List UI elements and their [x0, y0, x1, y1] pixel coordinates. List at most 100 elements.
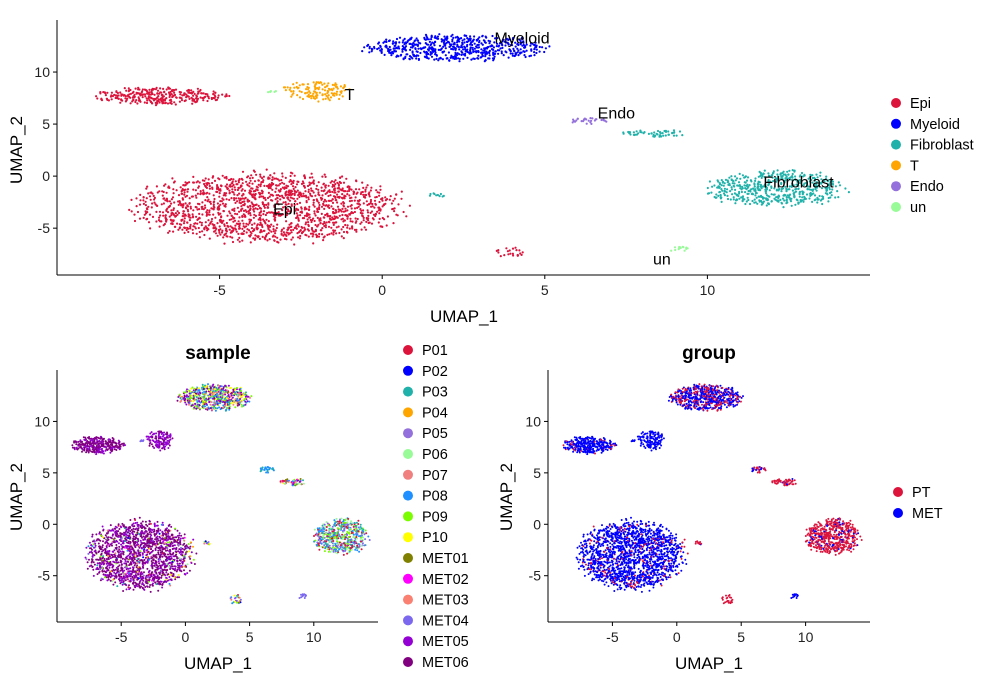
data-point — [199, 96, 202, 99]
data-point — [366, 209, 369, 212]
data-point — [332, 229, 335, 232]
data-point — [138, 217, 142, 220]
data-point — [185, 228, 188, 232]
data-point — [523, 50, 526, 53]
data-point — [321, 227, 324, 230]
data-point — [103, 558, 106, 560]
data-point — [219, 228, 222, 231]
cluster-label: Endo — [598, 106, 635, 123]
data-point — [197, 185, 200, 188]
data-point — [335, 232, 338, 235]
data-point — [330, 92, 333, 95]
data-point — [264, 198, 267, 201]
data-point — [354, 217, 357, 220]
data-point — [157, 549, 160, 552]
data-point — [146, 99, 149, 102]
data-point — [96, 564, 99, 567]
data-point — [154, 547, 157, 550]
data-point — [196, 222, 199, 225]
data-point — [250, 227, 254, 230]
data-point — [472, 38, 475, 41]
data-point — [576, 117, 579, 120]
data-point — [157, 560, 160, 563]
data-point — [308, 176, 312, 179]
data-point — [117, 535, 120, 538]
data-point — [92, 540, 94, 543]
data-point — [120, 581, 123, 584]
data-point — [137, 527, 140, 530]
data-point — [283, 86, 287, 89]
data-point — [341, 187, 344, 190]
data-point — [746, 176, 750, 179]
data-point — [256, 228, 259, 231]
data-point — [274, 208, 277, 211]
data-point — [163, 547, 166, 550]
data-point — [179, 186, 182, 189]
data-point — [292, 197, 295, 200]
data-point — [149, 191, 152, 194]
data-point — [761, 202, 765, 205]
data-point — [240, 184, 243, 187]
data-point — [344, 190, 347, 193]
data-point — [590, 122, 593, 125]
data-point — [299, 192, 302, 195]
data-point — [164, 216, 167, 219]
data-point — [484, 59, 487, 62]
data-point — [156, 96, 159, 99]
data-point — [129, 557, 132, 560]
data-point — [284, 176, 287, 179]
data-point — [713, 184, 716, 187]
data-point — [345, 214, 348, 217]
data-point — [667, 130, 670, 133]
data-point — [482, 39, 485, 42]
data-point — [155, 220, 158, 223]
data-point — [255, 173, 258, 176]
data-point — [253, 194, 256, 197]
data-point — [816, 201, 819, 204]
data-point — [509, 252, 512, 255]
data-point — [359, 192, 362, 196]
data-point — [287, 202, 290, 205]
data-point — [454, 47, 457, 50]
data-point — [303, 176, 306, 179]
data-point — [167, 579, 170, 582]
data-point — [198, 217, 201, 220]
data-point — [265, 203, 268, 206]
data-point — [173, 201, 176, 204]
data-point — [115, 534, 118, 537]
data-point — [127, 542, 130, 545]
data-point — [97, 542, 100, 545]
data-point — [142, 577, 145, 580]
data-point — [112, 568, 115, 571]
data-point — [144, 520, 147, 523]
data-point — [209, 202, 212, 205]
data-point — [342, 225, 345, 229]
data-point — [138, 544, 141, 547]
data-point — [133, 556, 136, 559]
data-point — [313, 212, 316, 215]
data-point — [176, 534, 179, 537]
data-point — [679, 246, 682, 250]
data-point — [242, 222, 245, 225]
data-point — [348, 185, 351, 188]
data-point — [344, 207, 347, 210]
data-point — [172, 230, 175, 233]
data-point — [212, 175, 215, 178]
data-point — [299, 229, 302, 232]
data-point — [326, 96, 329, 99]
data-point — [469, 37, 472, 40]
data-point — [139, 539, 142, 542]
data-point — [228, 189, 231, 192]
data-point — [793, 191, 796, 194]
data-point — [217, 211, 220, 214]
data-point — [647, 132, 651, 135]
legend-swatch — [891, 118, 901, 129]
data-point — [378, 191, 381, 194]
data-point — [141, 586, 144, 589]
data-point — [330, 88, 333, 91]
data-point — [404, 45, 408, 48]
data-point — [224, 232, 228, 235]
data-point — [240, 177, 243, 180]
data-point — [314, 97, 317, 100]
data-point — [120, 567, 123, 570]
